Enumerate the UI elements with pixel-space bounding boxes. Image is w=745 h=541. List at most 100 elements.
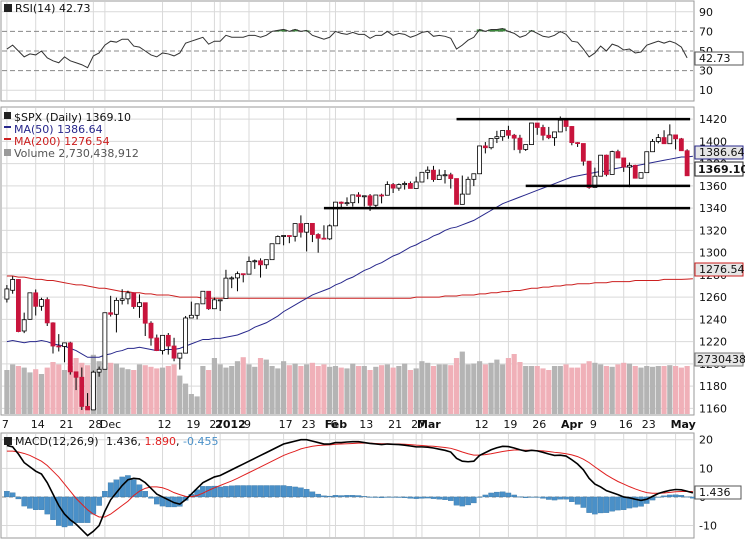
macd-histogram-bar xyxy=(240,485,246,498)
volume-bar xyxy=(44,367,50,414)
volume-bar xyxy=(10,364,16,414)
macd-histogram-bar xyxy=(488,492,494,498)
rsi-value-box-text: 42.73 xyxy=(699,52,731,65)
candle-body xyxy=(27,292,33,320)
macd-histogram-bar xyxy=(96,496,102,506)
volume-bar xyxy=(338,367,344,414)
volume-bar xyxy=(159,367,166,414)
volume-bar xyxy=(667,365,673,414)
volume-bar xyxy=(4,370,10,414)
macd-histogram-bar xyxy=(528,496,535,498)
macd-histogram-bar xyxy=(130,479,137,498)
macd-histogram-bar xyxy=(177,496,183,507)
x-tick-label: 27 xyxy=(411,418,425,431)
candle-body xyxy=(586,160,592,188)
candle-body xyxy=(160,334,165,351)
candle-body xyxy=(413,181,419,189)
ma50-legend: MA(50) 1386.64 xyxy=(14,123,103,136)
macd-histogram-bar xyxy=(107,482,114,498)
rsi-header-icon xyxy=(4,4,12,12)
candle-body xyxy=(655,137,661,142)
volume-bar xyxy=(269,366,275,414)
volume-bar xyxy=(327,366,333,414)
volume-bar xyxy=(292,363,298,414)
candle-body xyxy=(442,174,448,177)
macd-histogram-bar xyxy=(471,496,477,504)
candle-body xyxy=(621,157,627,168)
price-y-tick: 1220 xyxy=(699,336,727,349)
volume-bar xyxy=(96,361,102,414)
volume-bar xyxy=(546,370,552,414)
candle-body xyxy=(419,171,425,183)
candle-body xyxy=(580,143,586,162)
last-price-box-text: 1369.10 xyxy=(698,163,745,176)
volume-bar xyxy=(505,358,512,414)
candle-body xyxy=(21,319,27,332)
candle-body xyxy=(90,371,96,411)
candle-body xyxy=(615,151,621,159)
macd-histogram-bar xyxy=(517,496,523,498)
volume-bar xyxy=(21,367,27,414)
macd-histogram-bar xyxy=(38,496,45,510)
volume-bar xyxy=(171,364,177,414)
candle-body xyxy=(223,277,229,299)
macd-histogram-bar xyxy=(534,496,540,498)
macd-histogram-bar xyxy=(67,496,74,526)
candle-body xyxy=(44,299,50,324)
candle-body xyxy=(229,277,235,280)
volume-bar xyxy=(102,366,108,414)
macd-histogram-bar xyxy=(44,496,50,515)
volume-bar xyxy=(206,370,212,414)
support-resistance-lines xyxy=(323,117,691,210)
macd-histogram-bar xyxy=(200,486,206,498)
macd-histogram-bar xyxy=(442,496,448,500)
macd-histogram-bar xyxy=(430,496,437,499)
candle-body xyxy=(678,138,684,152)
macd-histogram-bar xyxy=(90,496,97,515)
candle-body xyxy=(494,136,500,139)
macd-histogram-bar xyxy=(413,496,419,499)
macd-histogram-bar xyxy=(73,496,79,523)
candle-body xyxy=(644,151,650,174)
candle-body xyxy=(119,298,125,301)
volume-bar xyxy=(119,367,125,414)
candle-body xyxy=(315,234,321,239)
candle-body xyxy=(62,342,67,347)
x-tick-label: 12 xyxy=(158,418,172,431)
rsi-y-tick: 10 xyxy=(699,84,713,97)
volume-bar xyxy=(448,365,454,414)
candle-body xyxy=(552,131,557,139)
volume-bar xyxy=(315,366,321,414)
macd-histogram-bar xyxy=(367,496,373,498)
candle-body xyxy=(517,137,523,150)
macd-histogram-bar xyxy=(298,487,304,498)
candle-body xyxy=(194,303,200,316)
macd-signal-line xyxy=(6,442,693,518)
macd-histogram-bar xyxy=(407,496,414,499)
volume-bar xyxy=(482,364,488,414)
rsi-value-box xyxy=(694,51,744,66)
volume-bar xyxy=(240,357,246,414)
macd-histogram-bar xyxy=(396,496,402,498)
macd-histogram-bar xyxy=(482,494,489,498)
volume-bar xyxy=(298,366,304,414)
x-tick-label: 27 xyxy=(209,418,223,431)
candle-body xyxy=(575,142,581,145)
candle-body xyxy=(154,337,160,351)
volume-value-box-text: 2730438 xyxy=(697,353,745,366)
macd-histogram-bar xyxy=(609,496,615,512)
x-tick-label: 19 xyxy=(186,418,200,431)
candle-body xyxy=(246,261,252,275)
volume-bar xyxy=(361,366,367,414)
volume-bar xyxy=(275,368,281,414)
volume-bar xyxy=(378,365,385,414)
volume-bar xyxy=(344,368,350,414)
macd-histogram-bar xyxy=(638,496,644,507)
volume-bar xyxy=(142,365,148,414)
macd-plot xyxy=(4,438,696,537)
volume-bar xyxy=(350,363,356,414)
macd-header-macd: 1.436 xyxy=(106,435,138,448)
macd-histogram-bar xyxy=(401,496,408,498)
volume-bar xyxy=(511,354,517,414)
